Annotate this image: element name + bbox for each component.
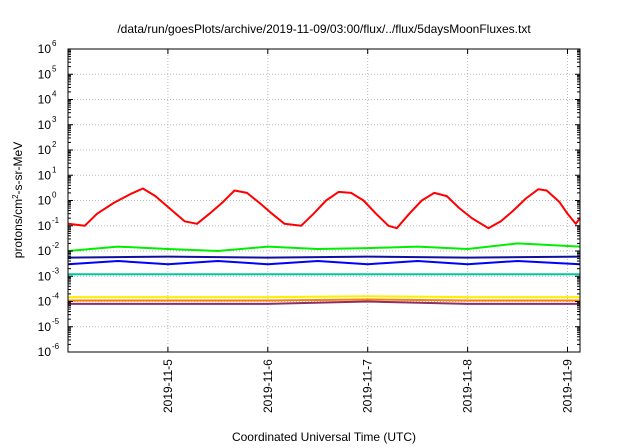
series-line-2 (67, 260, 581, 266)
y-tick-exponent: -1 (52, 216, 60, 225)
x-tick-label: 2019-11-7 (361, 359, 375, 413)
y-tick-label: 10 (38, 244, 52, 258)
series-layer (67, 187, 581, 305)
series-line-3 (67, 255, 581, 259)
y-tick-exponent: 5 (52, 64, 57, 73)
y-tick-exponent: 3 (52, 115, 57, 124)
y-tick-label: 10 (38, 143, 52, 157)
y-tick-exponent: -5 (52, 317, 60, 326)
y-tick-label: 10 (38, 42, 52, 56)
grid (68, 49, 580, 352)
series-line-0 (67, 187, 581, 230)
y-tick-exponent: 4 (52, 90, 57, 99)
x-tick-label: 2019-11-8 (461, 359, 475, 413)
x-axis-label: Coordinated Universal Time (UTC) (232, 430, 416, 444)
x-tick-label: 2019-11-5 (161, 359, 175, 413)
y-tick-label: 10 (38, 269, 52, 283)
y-tick-label: 10 (38, 345, 52, 359)
y-tick-exponent: -3 (52, 266, 60, 275)
series-line-1 (67, 242, 581, 252)
y-tick-label: 10 (38, 295, 52, 309)
y-axis-label: protons/cm2-s-sr-MeV (11, 142, 25, 258)
y-tick-exponent: -2 (52, 241, 60, 250)
x-tick-label: 2019-11-6 (261, 359, 275, 413)
y-tick-label: 10 (38, 168, 52, 182)
y-tick-exponent: 1 (52, 165, 57, 174)
y-tick-label: 10 (38, 320, 52, 334)
chart-title: /data/run/goesPlots/archive/2019-11-09/0… (117, 22, 531, 36)
axes: 10 -610 -510 -410 -310 -210 -110 010 110 210 310 41… (38, 39, 580, 413)
y-tick-label: 10 (38, 93, 52, 107)
y-tick-label: 10 (38, 194, 52, 208)
y-tick-label: 10 (38, 67, 52, 81)
series-line-6 (68, 298, 580, 302)
y-tick-exponent: -4 (52, 292, 60, 301)
x-tick-label: 2019-11-9 (561, 359, 575, 413)
y-tick-exponent: 0 (52, 191, 57, 200)
series-line-5 (68, 295, 580, 299)
y-tick-label: 10 (38, 219, 52, 233)
series-line-7 (68, 300, 580, 305)
y-tick-label: 10 (38, 118, 52, 132)
y-tick-exponent: -6 (52, 342, 60, 351)
y-tick-exponent: 2 (52, 140, 57, 149)
y-tick-exponent: 6 (52, 39, 57, 48)
